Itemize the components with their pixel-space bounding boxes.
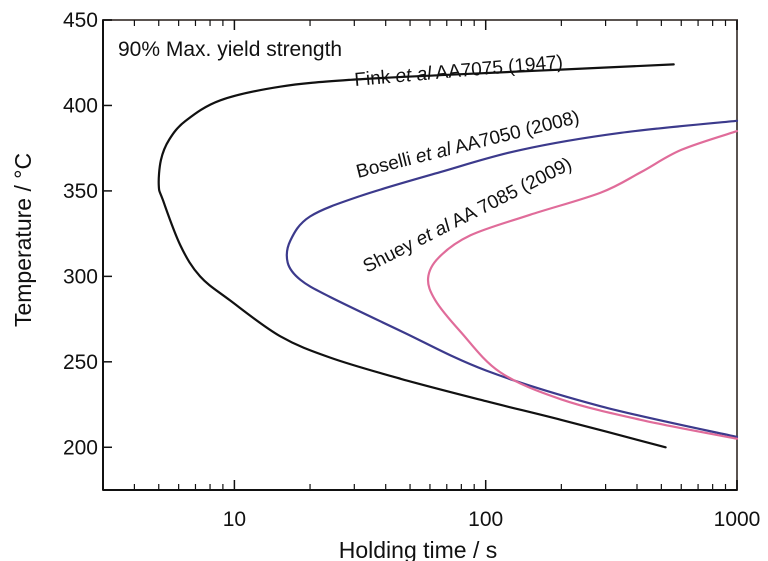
series-label-fink: Fink et al AA7075 (1947) <box>354 52 564 91</box>
y-tick-label: 200 <box>63 436 98 459</box>
y-tick-label: 250 <box>63 351 98 374</box>
y-tick-label: 400 <box>63 94 98 117</box>
ticks: 200 250 300 350 400 450 10 100 1000 <box>63 9 760 531</box>
y-axis-title: Temperature / °C <box>10 153 36 327</box>
y-tick-label: 450 <box>63 9 98 32</box>
series-line-fink <box>157 63 675 449</box>
axes <box>102 19 738 491</box>
x-axis-title: Holding time / s <box>339 537 498 561</box>
x-tick-label: 10 <box>223 508 246 531</box>
y-tick-label: 350 <box>63 180 98 203</box>
x-tick-label: 1000 <box>714 508 761 531</box>
series-line-boselli <box>285 119 739 439</box>
series-group <box>157 63 739 449</box>
series-line-shuey <box>426 130 739 440</box>
x-tick-label: 100 <box>468 508 503 531</box>
y-tick-label: 300 <box>63 265 98 288</box>
chart-title: 90% Max. yield strength <box>118 38 342 61</box>
